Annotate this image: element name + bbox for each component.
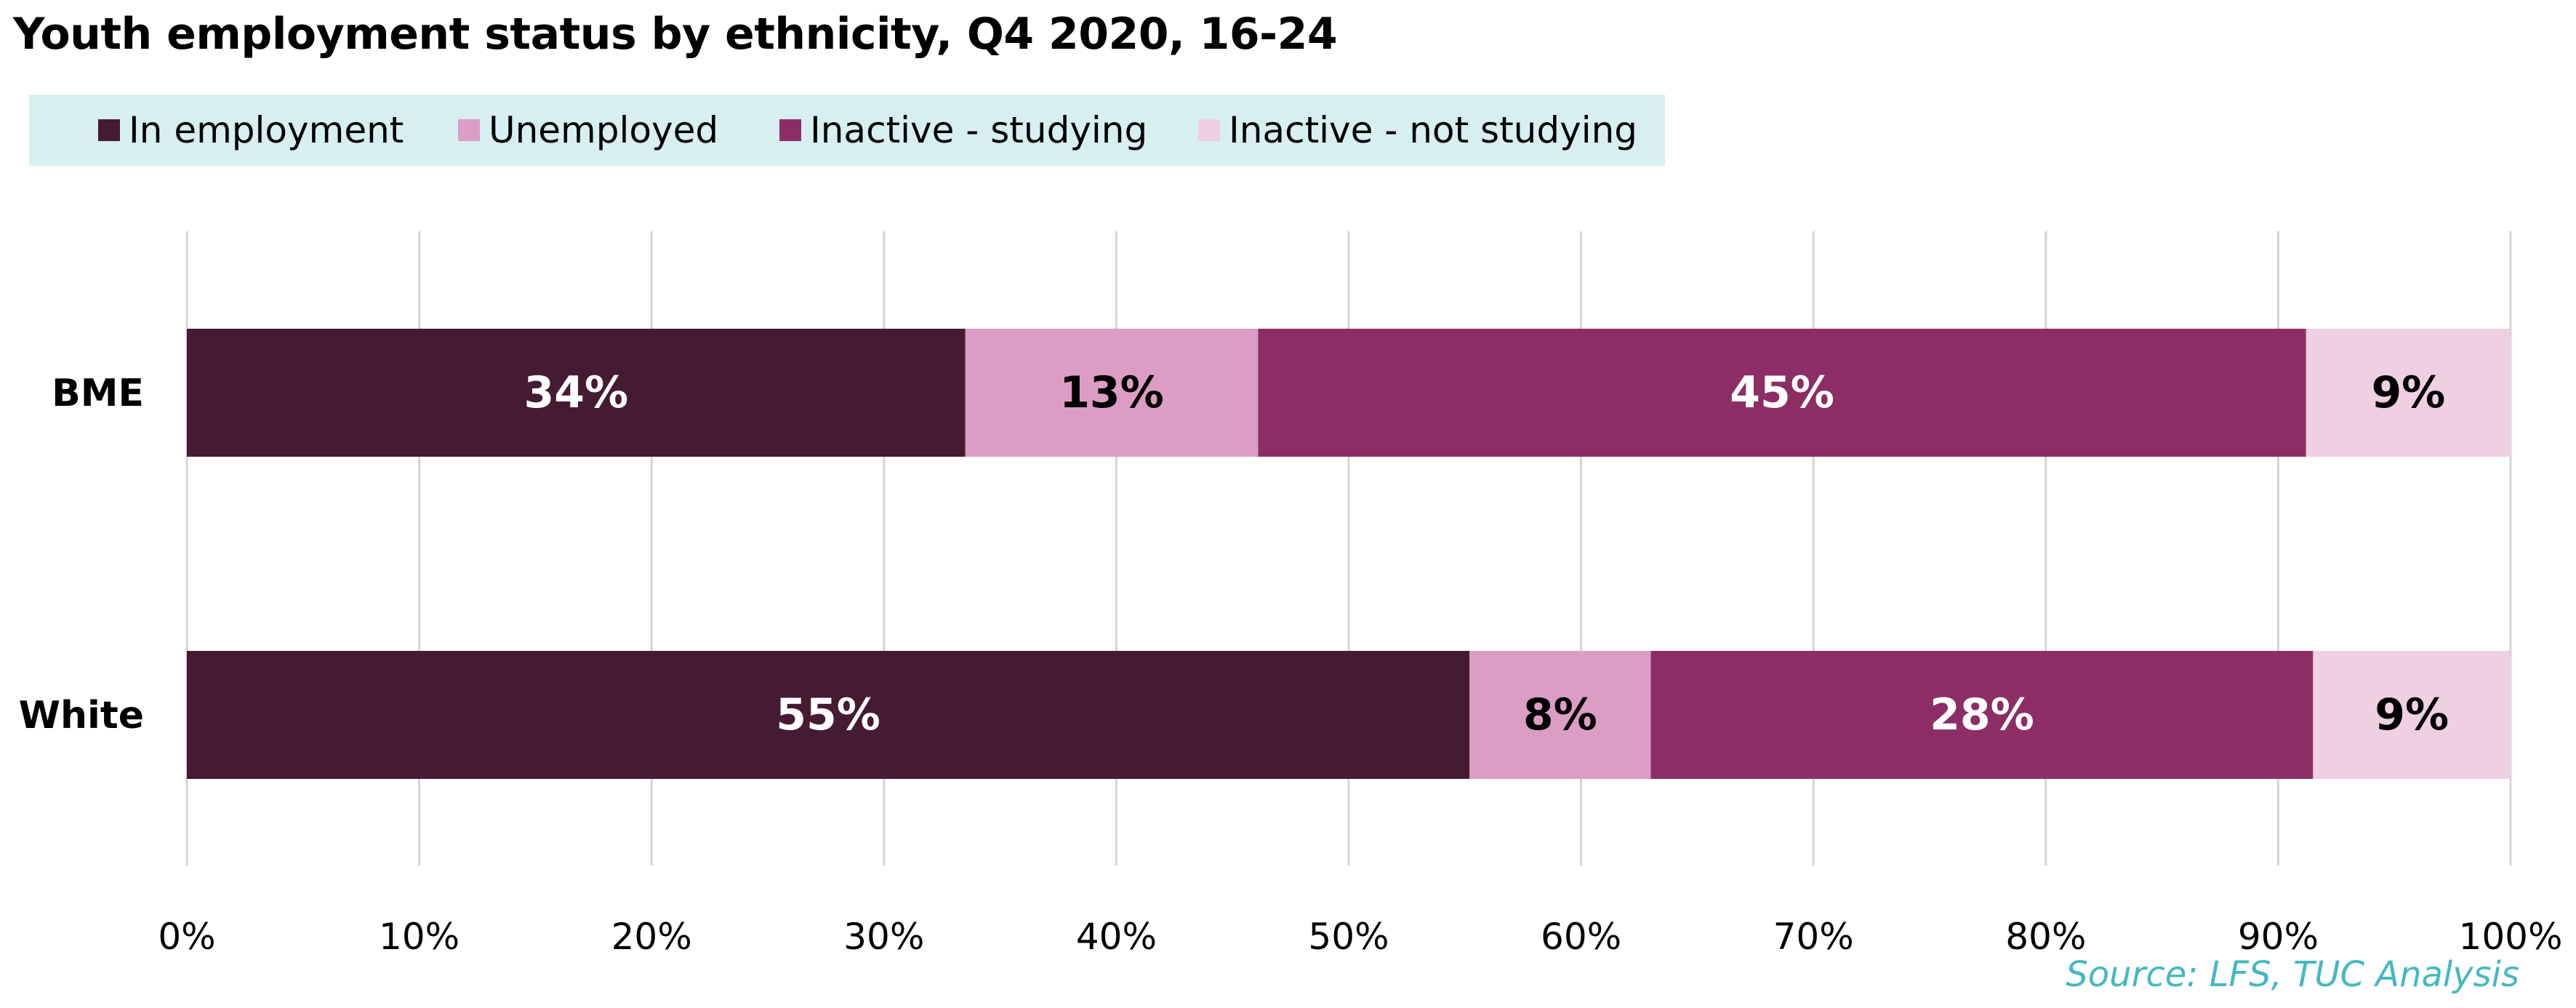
data-label: 55% [776,689,880,740]
source-note: Source: LFS, TUC Analysis [2066,954,2519,995]
bar-segment [2306,329,2511,457]
bar-segment [187,651,1470,779]
legend-label-inactive-not-studying: Inactive - not studying [1229,109,1638,151]
bar-segment [2313,651,2511,779]
x-tick-label: 90% [2238,916,2319,958]
legend-label-inactive-studying: Inactive - studying [810,109,1148,151]
x-tick-label: 30% [843,916,924,958]
legend-item-inactive-not-studying: Inactive - not studying [1198,95,1637,166]
data-label: 9% [2371,367,2445,418]
chart-title: Youth employment status by ethnicity, Q4… [13,9,1338,60]
legend-item-in-employment: In employment [98,95,404,166]
x-tick-label: 50% [1308,916,1389,958]
x-tick-label: 20% [611,916,692,958]
legend-item-unemployed: Unemployed [458,95,718,166]
legend-swatch-in-employment [98,119,120,141]
legend-swatch-unemployed [458,119,480,141]
data-label: 28% [1930,689,2034,740]
x-tick-label: 10% [379,916,460,958]
data-label: 45% [1730,367,1834,418]
bar-segment [1258,329,2306,457]
bar-segment [1650,651,2314,779]
category-label: White [19,694,144,737]
legend-swatch-inactive-not-studying [1198,119,1220,141]
bar-segment [187,329,966,457]
data-label: 9% [2375,689,2449,740]
x-tick-label: 100% [2459,916,2563,958]
x-tick-label: 80% [2005,916,2086,958]
x-tick-label: 70% [1773,916,1854,958]
legend-item-inactive-studying: Inactive - studying [779,95,1147,166]
x-tick-label: 0% [158,916,215,958]
legend-label-unemployed: Unemployed [489,109,719,151]
data-label: 8% [1523,689,1597,740]
data-label: 34% [524,367,629,418]
bar-segment [965,329,1259,457]
category-label: BME [52,372,144,415]
x-tick-label: 60% [1541,916,1621,958]
data-label: 13% [1059,367,1164,418]
bar-segment [1469,651,1651,779]
x-tick-label: 40% [1076,916,1157,958]
legend-swatch-inactive-studying [779,119,801,141]
legend-label-in-employment: In employment [129,109,404,151]
legend: In employment Unemployed Inactive - stud… [29,95,1665,166]
